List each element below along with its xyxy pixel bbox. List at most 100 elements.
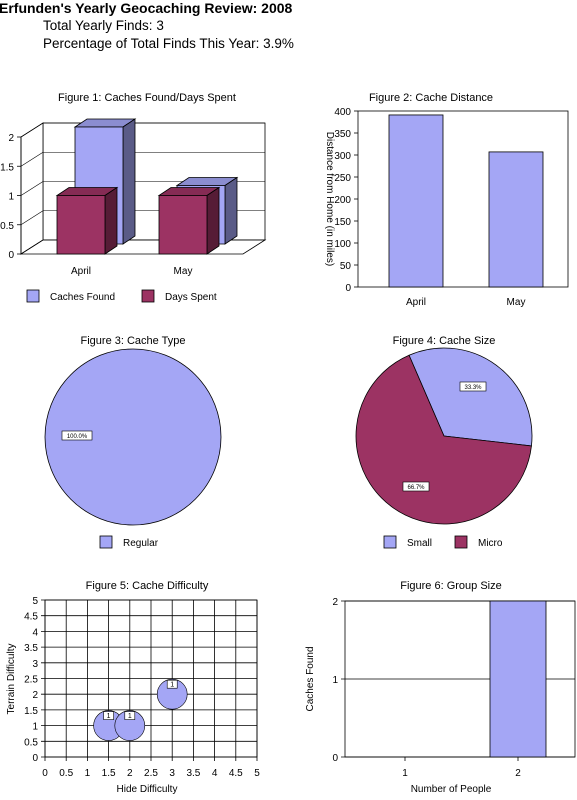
figure2-category-label: April — [406, 297, 426, 308]
figure5-ytick-label: 1.5 — [24, 706, 38, 717]
percentage-stat: Percentage of Total Finds This Year: 3.9… — [43, 36, 294, 51]
figure6-ytick-label: 1 — [332, 675, 338, 686]
figure5-ytick-label: 3.5 — [24, 643, 38, 654]
figure6-category-label: 2 — [515, 768, 521, 779]
figure1-bar-side — [104, 186, 118, 255]
figure1-bar-side — [206, 186, 220, 255]
figure2-ytick-label: 150 — [334, 217, 351, 228]
figure2-bar — [488, 151, 544, 288]
figure1-legend-days-spent-swatch — [141, 289, 155, 303]
figure4-title: Figure 4: Cache Size — [393, 335, 496, 347]
figure5-point-label: 1 — [107, 713, 111, 720]
figure2-ytick-label: 50 — [340, 261, 352, 272]
figure6-title: Figure 6: Group Size — [400, 580, 502, 592]
figure5-xtick-label: 2 — [127, 768, 133, 779]
figure4-legend-micro-label: Micro — [478, 538, 503, 549]
figure2-ytick-label: 100 — [334, 239, 351, 250]
figure1-chart: Figure 1: Caches Found/Days Spent 0 0.5 1 1.… — [0, 92, 267, 277]
figure2-category-label: May — [507, 297, 526, 308]
figure5-point-label-box — [124, 711, 136, 720]
figure1-ytick-label: 0 — [8, 250, 14, 261]
figure5-ytick-label: 1 — [32, 722, 38, 733]
figure5-ytick-label: 2.5 — [24, 675, 38, 686]
figure2-title: Figure 2: Cache Distance — [369, 92, 493, 104]
figure5-ytick-label: 0 — [32, 753, 38, 764]
figure1-side-gridline — [20, 210, 44, 226]
figure1-bar — [56, 195, 106, 255]
figure4-slice-small — [408, 347, 533, 447]
figure2-ylabel: Distance from Home (in miles) — [324, 132, 335, 266]
figure4-chart: Figure 4: Cache Size 33.3% 66.7% — [355, 335, 533, 525]
figure1-ytick-label: 2 — [8, 133, 14, 144]
figure4-data-label-small: 33.3% — [464, 385, 482, 391]
figure5-ytick-label: 3 — [32, 659, 38, 670]
figure6-xlabel: Number of People — [411, 784, 492, 795]
figure6-category-label: 1 — [402, 768, 408, 779]
figure1-category-label: April — [71, 266, 91, 277]
figure1-category-label: May — [174, 266, 193, 277]
figure5-xtick-label: 5 — [254, 768, 260, 779]
figure1-legend-caches-found-swatch — [26, 289, 40, 303]
figure5-point-label-box — [166, 679, 178, 689]
figure4-data-label-box — [402, 481, 430, 492]
report-title: Erfunden's Yearly Geocaching Review: 200… — [0, 0, 293, 16]
figure2-chart: Figure 2: Cache Distance 0 50 100 150 200 250 3… — [324, 92, 569, 308]
figure6-ytick-label: 0 — [332, 753, 338, 764]
figure1-legend-days-spent-label: Days Spent — [165, 292, 217, 303]
figure2-ytick-label: 400 — [334, 107, 351, 118]
figure2-ytick-label: 0 — [345, 283, 351, 294]
figure2-ytick-label: 300 — [334, 151, 351, 162]
figure5-point-label-box — [103, 711, 114, 720]
figure5-ytick-label: 0.5 — [24, 737, 38, 748]
figure6-ylabel: Caches Found — [305, 646, 316, 711]
figure2-ytick-label: 250 — [334, 173, 351, 184]
figure3-legend-regular-label: Regular — [123, 538, 159, 549]
figure5-xtick-label: 1 — [85, 768, 91, 779]
figure5-point-label: 1 — [170, 682, 174, 689]
figure5-xtick-label: 1.5 — [102, 768, 116, 779]
figure5-ytick-label: 2 — [32, 690, 38, 701]
figure4-legend-micro-swatch — [454, 535, 468, 549]
figure3-slice-regular — [44, 348, 222, 526]
figure5-point — [156, 678, 188, 710]
figure5-ytick-label: 5 — [32, 596, 38, 607]
figure4-data-label-micro: 66.7% — [407, 485, 425, 491]
figure2-ytick-label: 200 — [334, 195, 351, 206]
figure5-ylabel: Terrain Difficulty — [6, 644, 17, 715]
figure3-title: Figure 3: Cache Type — [81, 335, 186, 347]
figure5-xtick-label: 2.5 — [144, 768, 158, 779]
total-finds-stat: Total Yearly Finds: 3 — [43, 18, 164, 33]
figure5-xlabel: Hide Difficulty — [117, 784, 178, 795]
figure1-title: Figure 1: Caches Found/Days Spent — [58, 92, 236, 104]
figure1-ytick-label: 0.5 — [0, 221, 14, 232]
figure3-data-label: 100.0% — [67, 434, 88, 440]
figure5-xtick-label: 4.5 — [229, 768, 243, 779]
figure6-chart: Figure 6: Group Size 0 1 2 1 2 Number of Peopl… — [305, 580, 576, 795]
figure1-side-gridline — [20, 239, 44, 255]
figure4-legend-small-swatch — [383, 535, 397, 549]
figure5-chart: Figure 5: Cache Difficulty 0 0.5 1 1.5 2 2.5 3 3… — [6, 580, 260, 795]
figure4-slice-micro — [355, 354, 532, 525]
figure5-point-label: 1 — [128, 713, 132, 720]
figure6-bar — [489, 600, 547, 758]
figure6-ytick-label: 2 — [332, 597, 338, 608]
figure5-ytick-label: 4.5 — [24, 612, 38, 623]
figure5-point — [114, 710, 146, 741]
figure1-bar-side — [224, 176, 238, 245]
figure1-side-gridline — [20, 181, 44, 196]
figure5-title: Figure 5: Cache Difficulty — [86, 580, 209, 592]
figure2-bar — [388, 114, 444, 288]
figure1-side-gridline — [20, 151, 44, 167]
figure1-side-gridline — [20, 122, 44, 138]
figure5-xtick-label: 3.5 — [186, 768, 200, 779]
figure4-legend-small-label: Small — [407, 538, 432, 549]
figure1-legend-caches-found-label: Caches Found — [50, 292, 115, 303]
figure1-bar-side — [122, 118, 136, 245]
figure3-legend-regular-swatch — [99, 535, 113, 549]
figure4-data-label-box — [459, 381, 487, 392]
figure5-xtick-label: 0 — [42, 768, 48, 779]
figure2-ytick-label: 350 — [334, 129, 351, 140]
figure1-ytick-label: 1 — [8, 192, 14, 203]
figure1-bar — [158, 195, 208, 255]
